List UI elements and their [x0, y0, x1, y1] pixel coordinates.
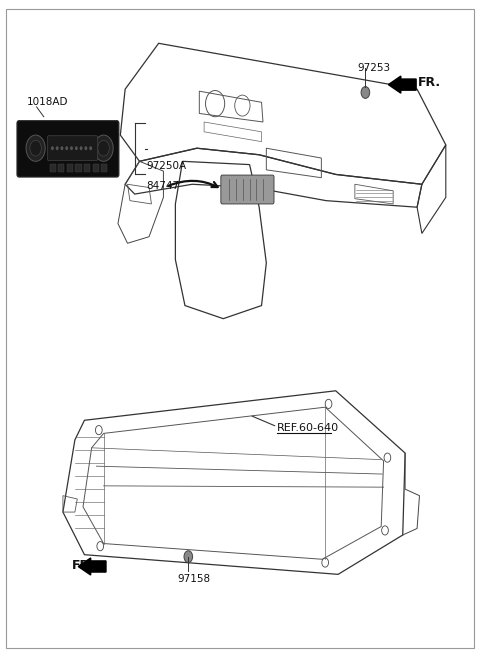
Text: FR.: FR. [72, 559, 95, 572]
FancyArrow shape [78, 558, 106, 575]
Text: 97158: 97158 [178, 574, 211, 584]
Circle shape [70, 147, 73, 150]
Text: 97253: 97253 [357, 62, 390, 72]
Bar [101, 164, 108, 172]
Text: 84747: 84747 [147, 181, 180, 191]
Circle shape [361, 87, 370, 99]
Bar [58, 164, 64, 172]
FancyBboxPatch shape [17, 121, 119, 177]
Circle shape [51, 147, 54, 150]
Bar [49, 164, 56, 172]
Bar [93, 164, 99, 172]
Text: 97250A: 97250A [147, 161, 187, 171]
Circle shape [89, 147, 92, 150]
Circle shape [56, 147, 59, 150]
Bar [75, 164, 82, 172]
FancyBboxPatch shape [48, 136, 97, 161]
Circle shape [60, 147, 63, 150]
Circle shape [65, 147, 68, 150]
Circle shape [94, 135, 113, 162]
Circle shape [30, 141, 41, 156]
Circle shape [84, 147, 87, 150]
FancyBboxPatch shape [221, 175, 274, 204]
Circle shape [75, 147, 78, 150]
Circle shape [80, 147, 83, 150]
Circle shape [98, 141, 109, 156]
Text: REF.60-640: REF.60-640 [277, 423, 339, 433]
Circle shape [26, 135, 45, 162]
Text: FR.: FR. [418, 76, 441, 89]
Bar [84, 164, 90, 172]
Circle shape [184, 551, 192, 562]
Bar [67, 164, 73, 172]
Text: 1018AD: 1018AD [27, 97, 69, 107]
FancyArrow shape [388, 76, 416, 93]
